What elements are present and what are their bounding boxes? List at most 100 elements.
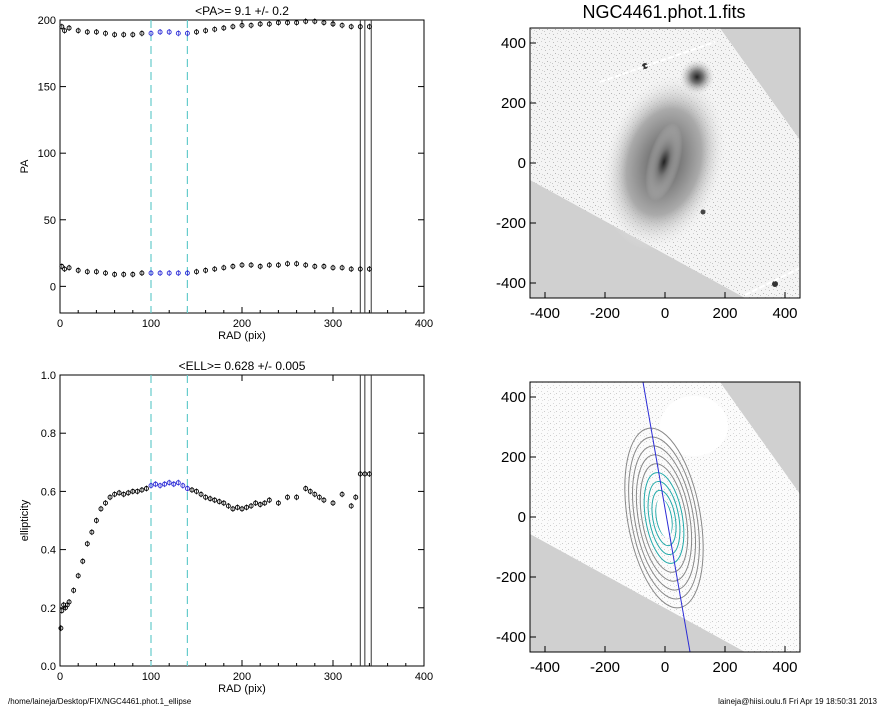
data-point: [130, 488, 136, 494]
data-point: [312, 491, 318, 497]
data-point: [348, 266, 354, 272]
data-point: [294, 20, 300, 26]
isophote: [624, 427, 704, 609]
data-point: [244, 504, 250, 510]
data-point: [330, 500, 336, 506]
data-point: [175, 480, 181, 486]
data-point: [266, 262, 272, 268]
data-point: [248, 262, 254, 268]
data-point: [175, 30, 181, 36]
y-tick-label: 0.8: [41, 428, 56, 440]
x-tick-label: -200: [590, 659, 620, 676]
user-timestamp-label: laineja@hiisi.oulu.fi Fri Apr 19 18:50:3…: [718, 697, 877, 706]
data-point: [157, 270, 163, 276]
data-point: [253, 500, 259, 506]
data-point: [194, 488, 199, 494]
x-tick-label: -400: [530, 659, 560, 676]
data-point: [134, 488, 140, 494]
data-point: [84, 269, 90, 275]
y-tick-label: 0.4: [41, 545, 56, 557]
x-tick-label: 100: [142, 318, 160, 330]
data-point: [130, 271, 136, 277]
x-tick-label: -200: [590, 305, 620, 322]
data-point: [66, 265, 72, 271]
plot-title: <PA>= 9.1 +/- 0.2: [195, 4, 289, 18]
data-point: [353, 494, 359, 500]
x-axis-label: RAD (pix): [218, 330, 266, 342]
data-point: [216, 499, 222, 505]
data-point: [248, 22, 254, 28]
data-point: [93, 518, 99, 523]
data-point: [189, 487, 195, 493]
galaxy-core: [645, 123, 683, 201]
data-point: [112, 32, 118, 38]
y-tick-label: -400: [496, 629, 526, 646]
isophote-fit-panel: [530, 382, 800, 652]
x-axis-label: RAD (pix): [218, 683, 266, 695]
data-point: [184, 30, 190, 36]
data-point: [75, 28, 81, 34]
data-point: [103, 500, 108, 506]
data-point: [285, 261, 290, 267]
data-point: [294, 261, 300, 267]
data-point: [294, 494, 300, 500]
data-point: [59, 24, 65, 30]
x-tick-label: 0: [57, 671, 63, 683]
data-point: [157, 483, 163, 489]
data-point: [203, 494, 209, 500]
isophote: [639, 463, 689, 573]
data-point: [239, 506, 245, 512]
data-point: [103, 30, 108, 36]
data-point: [194, 29, 199, 35]
x-tick-label: 200: [233, 318, 251, 330]
data-point: [366, 24, 372, 30]
data-point: [71, 587, 77, 593]
data-point: [198, 491, 204, 497]
data-point: [357, 24, 363, 30]
data-point: [357, 471, 363, 477]
companion-galaxy: [679, 59, 715, 95]
data-point: [93, 29, 99, 35]
data-point: [112, 271, 118, 277]
data-point: [348, 503, 354, 509]
y-tick-label: -400: [496, 275, 526, 292]
satellite-trail: [599, 41, 716, 83]
isophote: [628, 436, 700, 600]
satellite-trail: [744, 267, 800, 296]
data-point: [321, 20, 327, 26]
data-point: [107, 494, 113, 500]
data-point: [121, 32, 127, 38]
data-point: [339, 491, 345, 497]
data-point: [203, 28, 209, 34]
y-tick-label: 1.0: [41, 370, 56, 382]
image-title: NGC4461.phot.1.fits: [582, 2, 745, 22]
data-point: [366, 266, 372, 272]
data-point: [139, 487, 145, 493]
isophote-contours: [624, 427, 704, 609]
data-point: [62, 28, 68, 34]
pa-plot: 0 100 200 300 400 0 50 100 150 200 <PA>= 9.1 +/- 0…: [19, 4, 433, 342]
galaxy-center: [656, 498, 672, 538]
data-point: [80, 558, 86, 564]
x-tick-label: 0: [661, 305, 669, 322]
data-point: [321, 497, 327, 503]
data-point: [257, 502, 263, 507]
plot-title: <ELL>= 0.628 +/- 0.005: [179, 359, 306, 373]
x-tick-label: 200: [712, 305, 737, 322]
data-point: [275, 500, 281, 506]
y-axis-label: PA: [19, 159, 31, 174]
ellipticity-plot: 0 100 200 300 400 0.0 0.2 0.4 0.6 0.8 1.0 <ELL>= 0.…: [19, 359, 433, 695]
data-point: [112, 491, 118, 497]
data-point: [339, 22, 345, 28]
data-point: [148, 270, 154, 276]
data-point: [66, 599, 72, 605]
data-point: [58, 625, 64, 631]
data-point: [230, 263, 236, 269]
y-axis-label: ellipticity: [19, 499, 31, 541]
data-point: [166, 29, 172, 35]
data-point: [166, 270, 172, 276]
data-point: [207, 496, 213, 502]
data-point: [348, 24, 354, 30]
data-point: [75, 267, 81, 273]
